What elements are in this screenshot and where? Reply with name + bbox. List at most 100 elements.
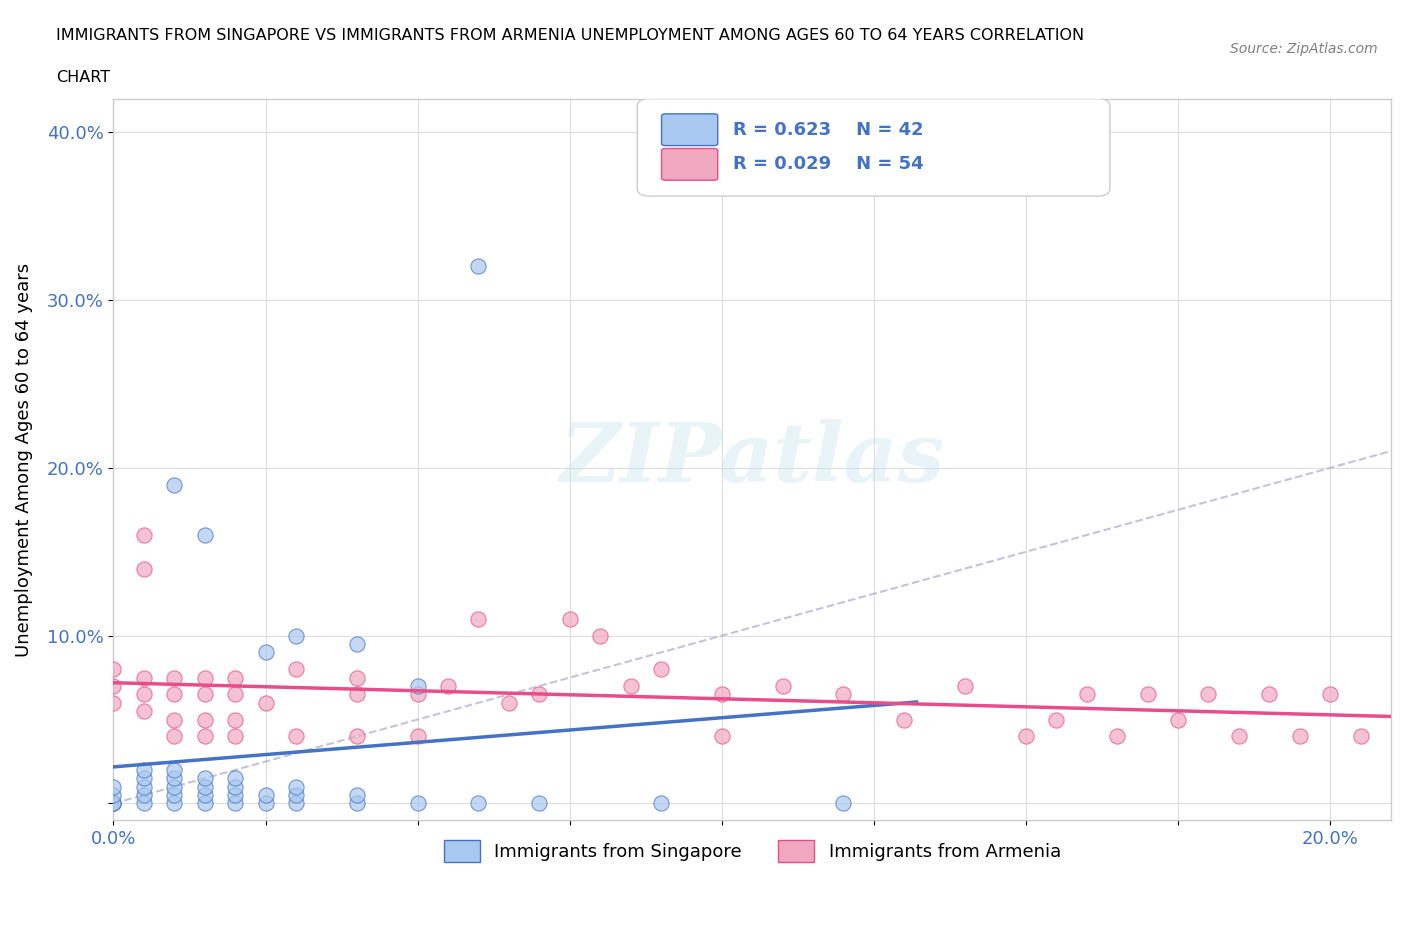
Point xyxy=(194,788,217,803)
Point xyxy=(1198,687,1220,702)
Point xyxy=(1227,729,1250,744)
Point xyxy=(194,771,217,786)
Text: ZIPatlas: ZIPatlas xyxy=(560,419,945,499)
Point xyxy=(194,671,217,685)
Point xyxy=(194,779,217,794)
Legend: Immigrants from Singapore, Immigrants from Armenia: Immigrants from Singapore, Immigrants fr… xyxy=(436,832,1069,869)
Point xyxy=(132,763,155,777)
Point xyxy=(467,796,489,811)
Point xyxy=(224,796,246,811)
Text: R = 0.623    N = 42: R = 0.623 N = 42 xyxy=(733,121,924,139)
Point xyxy=(406,687,429,702)
Point xyxy=(650,662,672,677)
Point xyxy=(132,704,155,719)
Point xyxy=(224,687,246,702)
Point xyxy=(832,687,855,702)
Text: Source: ZipAtlas.com: Source: ZipAtlas.com xyxy=(1230,42,1378,56)
Point xyxy=(498,696,520,711)
Point xyxy=(103,796,125,811)
Point xyxy=(103,788,125,803)
Point xyxy=(558,611,581,626)
Point xyxy=(1350,729,1372,744)
Point xyxy=(194,687,217,702)
Point xyxy=(194,729,217,744)
Point xyxy=(103,796,125,811)
Point xyxy=(254,796,277,811)
Point xyxy=(224,671,246,685)
Point xyxy=(285,779,308,794)
Point xyxy=(1136,687,1159,702)
Point xyxy=(163,687,186,702)
Point xyxy=(103,796,125,811)
Point xyxy=(103,779,125,794)
Point xyxy=(132,796,155,811)
Point xyxy=(194,527,217,542)
FancyBboxPatch shape xyxy=(662,113,717,146)
Point xyxy=(1319,687,1341,702)
Point xyxy=(1107,729,1129,744)
Point xyxy=(224,771,246,786)
Point xyxy=(163,712,186,727)
Point xyxy=(285,662,308,677)
Point xyxy=(619,679,641,694)
Point xyxy=(772,679,794,694)
Point xyxy=(1015,729,1038,744)
Point xyxy=(346,671,368,685)
FancyBboxPatch shape xyxy=(637,99,1109,196)
Point xyxy=(132,779,155,794)
Point xyxy=(1288,729,1310,744)
Point xyxy=(163,779,186,794)
Point xyxy=(132,788,155,803)
Point xyxy=(1045,712,1067,727)
Point xyxy=(467,259,489,274)
Point xyxy=(224,779,246,794)
Y-axis label: Unemployment Among Ages 60 to 64 years: Unemployment Among Ages 60 to 64 years xyxy=(15,262,32,657)
Point xyxy=(346,687,368,702)
Point xyxy=(194,712,217,727)
Point xyxy=(254,696,277,711)
Point xyxy=(163,771,186,786)
Point xyxy=(285,796,308,811)
Point xyxy=(132,561,155,576)
Point xyxy=(132,771,155,786)
Point xyxy=(589,629,612,644)
Point xyxy=(529,687,551,702)
Point xyxy=(285,729,308,744)
Point xyxy=(832,796,855,811)
Point xyxy=(132,527,155,542)
Point xyxy=(132,671,155,685)
Point xyxy=(194,796,217,811)
Point xyxy=(953,679,976,694)
Point xyxy=(163,729,186,744)
Point xyxy=(406,796,429,811)
Text: CHART: CHART xyxy=(56,70,110,85)
Point xyxy=(529,796,551,811)
Point xyxy=(1167,712,1189,727)
Text: R = 0.029    N = 54: R = 0.029 N = 54 xyxy=(733,155,924,173)
Point xyxy=(346,788,368,803)
Point xyxy=(346,796,368,811)
Point xyxy=(285,788,308,803)
Point xyxy=(893,712,915,727)
Point xyxy=(224,712,246,727)
Point xyxy=(254,788,277,803)
Point xyxy=(650,796,672,811)
Point xyxy=(467,611,489,626)
FancyBboxPatch shape xyxy=(662,149,717,180)
Point xyxy=(285,629,308,644)
Point xyxy=(163,477,186,492)
Point xyxy=(1258,687,1281,702)
Point xyxy=(163,788,186,803)
Point xyxy=(163,763,186,777)
Point xyxy=(710,687,733,702)
Point xyxy=(1076,687,1098,702)
Point xyxy=(163,796,186,811)
Point xyxy=(346,729,368,744)
Point xyxy=(406,679,429,694)
Point xyxy=(103,679,125,694)
Point xyxy=(103,696,125,711)
Point xyxy=(224,729,246,744)
Point xyxy=(163,671,186,685)
Point xyxy=(710,729,733,744)
Text: IMMIGRANTS FROM SINGAPORE VS IMMIGRANTS FROM ARMENIA UNEMPLOYMENT AMONG AGES 60 : IMMIGRANTS FROM SINGAPORE VS IMMIGRANTS … xyxy=(56,28,1084,43)
